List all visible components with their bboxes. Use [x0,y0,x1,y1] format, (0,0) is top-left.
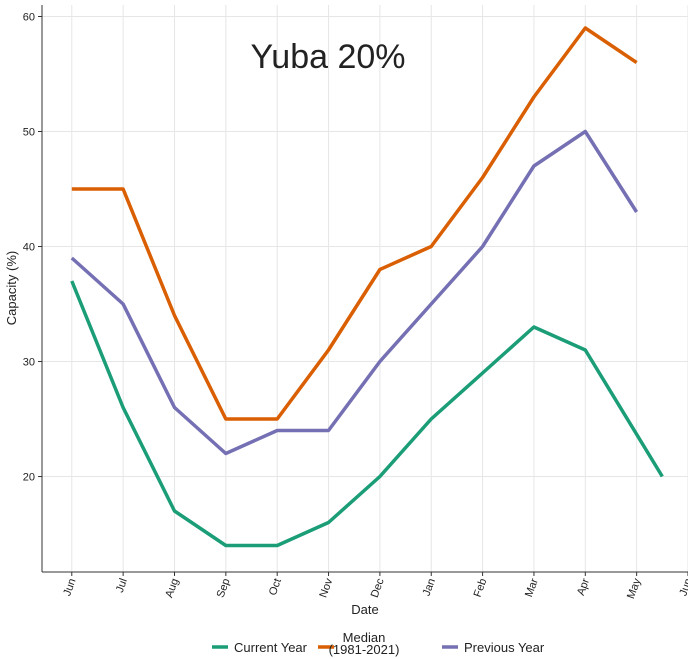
series-line [70,280,664,548]
x-tick-label: Feb [472,577,490,599]
x-tick-label: Nov [317,576,335,599]
y-axis-label: Capacity (%) [4,251,19,325]
x-tick-label: Sep [215,577,233,600]
y-tick-label: 60 [23,12,35,24]
x-tick-label: May [625,576,644,600]
x-tick-label: Aug [163,577,181,600]
x-tick-label: Jun [677,577,688,598]
y-tick-label: 40 [23,242,35,254]
series-line [71,26,638,421]
x-axis-label: Date [351,602,378,617]
y-tick-label: 30 [23,357,35,369]
x-tick-label: Oct [267,577,284,597]
legend-label: Median (1981-2021) [329,630,400,657]
x-tick-label: Jul [114,577,130,594]
y-tick-label: 50 [23,127,35,139]
x-tick-label: Apr [575,577,592,598]
x-tick-label: Jan [421,577,438,598]
legend-label: Current Year [234,640,308,655]
chart-title: Yuba 20% [250,38,405,76]
legend-label: Previous Year [464,640,545,655]
x-tick-label: Mar [523,577,541,599]
x-tick-label: Jun [61,577,78,598]
x-tick-label: Dec [369,576,387,599]
series-line [70,129,639,456]
y-tick-label: 20 [23,472,35,484]
grid [42,5,688,572]
